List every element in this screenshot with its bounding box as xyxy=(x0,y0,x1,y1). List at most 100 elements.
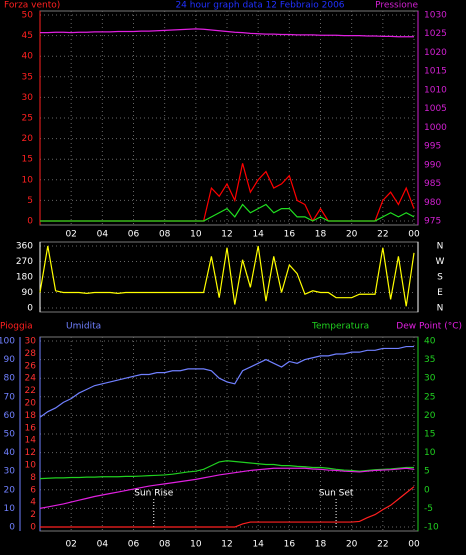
y2-tick-label: N xyxy=(437,242,444,252)
x-tick-label: 12 xyxy=(221,230,232,240)
y-tick-label: 10 xyxy=(4,504,16,514)
y-tick-label: 50 xyxy=(22,11,34,21)
x-tick-label: 22 xyxy=(377,230,388,240)
y2-tick-label: 1005 xyxy=(424,104,447,114)
y-tick-label: 40 xyxy=(22,52,34,62)
y3-tick-label: 6 xyxy=(30,485,36,495)
x-tick-label: 20 xyxy=(346,230,358,240)
y3-tick-label: 16 xyxy=(25,423,37,433)
y-tick-label: 5 xyxy=(27,196,33,206)
y-tick-label: 180 xyxy=(16,273,33,283)
x-tick-label: 08 xyxy=(159,540,171,550)
y3-tick-label: 26 xyxy=(25,361,37,371)
y-tick-label: 0 xyxy=(27,304,33,314)
x-tick-label: 10 xyxy=(190,540,202,550)
x-tick-label: 16 xyxy=(284,230,296,240)
y2-tick-label: 995 xyxy=(424,142,441,152)
y-tick-label: 270 xyxy=(16,257,33,267)
y-tick-label: 40 xyxy=(4,448,16,458)
legend-label: Dew Point (°C) xyxy=(396,322,462,332)
y3-tick-label: 12 xyxy=(25,448,36,458)
y2-tick-label: N xyxy=(437,304,444,314)
y3-tick-label: 30 xyxy=(25,337,37,347)
y3-tick-label: 28 xyxy=(25,349,37,359)
y2-tick-label: -5 xyxy=(424,504,433,514)
y2-tick-label: 1025 xyxy=(424,29,447,39)
x-tick-label: 22 xyxy=(377,540,388,550)
y-tick-label: 0 xyxy=(27,217,33,227)
y2-tick-label: 5 xyxy=(424,467,430,477)
x-tick-label: 02 xyxy=(65,540,76,550)
y2-tick-label: 30 xyxy=(424,374,436,384)
y2-tick-label: 35 xyxy=(424,355,435,365)
y-tick-label: 100 xyxy=(0,337,15,347)
y-tick-label: 90 xyxy=(4,355,16,365)
y-tick-label: 45 xyxy=(22,31,33,41)
y2-tick-label: 15 xyxy=(424,430,435,440)
y2-tick-label: S xyxy=(437,273,443,283)
y2-tick-label: 0 xyxy=(424,485,430,495)
y3-tick-label: 10 xyxy=(25,461,37,471)
y-tick-label: 30 xyxy=(22,93,34,103)
x-tick-label: 20 xyxy=(346,540,358,550)
y3-tick-label: 2 xyxy=(30,510,36,520)
y3-tick-label: 20 xyxy=(25,399,37,409)
x-tick-label: 02 xyxy=(65,230,76,240)
x-tick-label: 18 xyxy=(315,540,327,550)
chart-title: 24 hour graph data 12 Febbraio 2006 xyxy=(175,1,344,11)
x-tick-label: 04 xyxy=(97,540,109,550)
y2-tick-label: 20 xyxy=(424,411,436,421)
y2-tick-label: 990 xyxy=(424,160,441,170)
series-line xyxy=(40,486,415,528)
series-line xyxy=(39,460,414,480)
x-tick-label: 00 xyxy=(408,230,420,240)
y2-tick-label: 975 xyxy=(424,217,441,227)
y-axis-label: Forza vento) xyxy=(4,1,60,11)
series-line xyxy=(39,245,415,307)
y3-tick-label: 8 xyxy=(30,473,36,483)
y-tick-label: 70 xyxy=(4,392,16,402)
y2-tick-label: 980 xyxy=(424,198,441,208)
x-tick-label: 06 xyxy=(128,540,140,550)
y-tick-label: 35 xyxy=(22,72,33,82)
y-tick-label: 60 xyxy=(4,411,16,421)
y-tick-label: 50 xyxy=(4,430,16,440)
x-tick-label: 06 xyxy=(128,230,140,240)
x-tick-label: 10 xyxy=(190,230,202,240)
y-tick-label: 20 xyxy=(22,134,34,144)
annotation-text: Sun Rise xyxy=(134,489,173,499)
y2-axis-label: Pressione xyxy=(375,1,418,11)
y3-tick-label: 22 xyxy=(25,386,36,396)
legend-label: Pioggia xyxy=(0,322,33,332)
y-tick-label: 360 xyxy=(16,242,33,252)
legend-label: Umidita xyxy=(66,322,101,332)
annotation-text: Sun Set xyxy=(319,489,354,499)
y2-tick-label: 10 xyxy=(424,448,436,458)
y-tick-label: 25 xyxy=(22,114,33,124)
y-tick-label: 0 xyxy=(9,523,15,533)
series-line xyxy=(39,467,415,509)
x-tick-label: 12 xyxy=(221,540,232,550)
y2-tick-label: 1000 xyxy=(424,123,447,133)
y3-tick-label: 4 xyxy=(30,498,36,508)
y-tick-label: 30 xyxy=(4,467,16,477)
series-line xyxy=(39,345,414,418)
y2-tick-label: 1020 xyxy=(424,48,447,58)
y-tick-label: 20 xyxy=(4,485,16,495)
y2-tick-label: E xyxy=(437,288,443,298)
y3-tick-label: 24 xyxy=(25,374,37,384)
y-tick-label: 10 xyxy=(22,175,34,185)
y3-tick-label: 18 xyxy=(25,411,37,421)
y2-tick-label: 40 xyxy=(424,337,436,347)
y2-tick-label: 985 xyxy=(424,179,441,189)
y2-tick-label: 1015 xyxy=(424,67,447,77)
series-line xyxy=(40,28,414,38)
y2-tick-label: 1010 xyxy=(424,85,447,95)
y-tick-label: 80 xyxy=(4,374,16,384)
x-tick-label: 14 xyxy=(252,540,264,550)
x-tick-label: 18 xyxy=(315,230,327,240)
series-line xyxy=(40,203,415,222)
y2-tick-label: 1030 xyxy=(424,11,447,21)
x-tick-label: 16 xyxy=(284,540,296,550)
